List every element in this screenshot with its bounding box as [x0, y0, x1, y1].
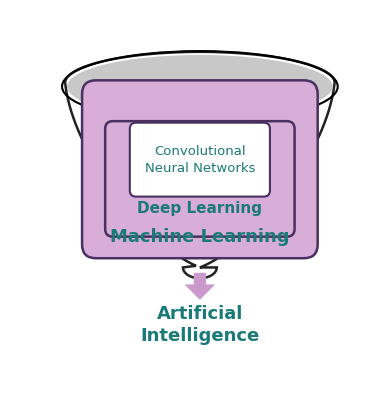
Ellipse shape	[67, 55, 333, 118]
FancyArrow shape	[184, 273, 215, 300]
FancyBboxPatch shape	[82, 80, 318, 258]
Text: Deep Learning: Deep Learning	[137, 201, 262, 216]
Text: Machine Learning: Machine Learning	[110, 228, 290, 246]
FancyBboxPatch shape	[105, 121, 294, 237]
Text: Artificial
Intelligence: Artificial Intelligence	[140, 305, 259, 345]
Polygon shape	[65, 52, 335, 278]
Text: Convolutional
Neural Networks: Convolutional Neural Networks	[145, 145, 255, 175]
FancyBboxPatch shape	[130, 123, 270, 197]
